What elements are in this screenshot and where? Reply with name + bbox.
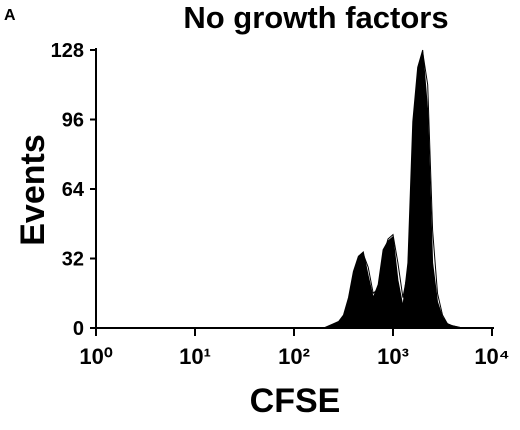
y-axis-label: Events [14, 134, 52, 246]
x-axis-label: CFSE [250, 382, 341, 420]
x-tick-label: 10¹ [179, 344, 211, 369]
histogram-area [323, 49, 463, 329]
x-tick-label: 10² [278, 344, 310, 369]
y-tick-label: 128 [51, 40, 84, 62]
y-tick-label: 64 [62, 179, 85, 201]
x-tick-label: 10³ [377, 344, 409, 369]
y-tick-label: 96 [62, 110, 84, 132]
histogram-outline [323, 52, 463, 329]
chart-title: No growth factors [183, 0, 448, 35]
panel-label: A [4, 7, 16, 24]
y-tick-label: 32 [62, 249, 84, 271]
x-tick-label: 10⁴ [474, 344, 509, 369]
y-tick-label: 0 [73, 318, 84, 340]
x-tick-label: 10⁰ [79, 344, 112, 369]
